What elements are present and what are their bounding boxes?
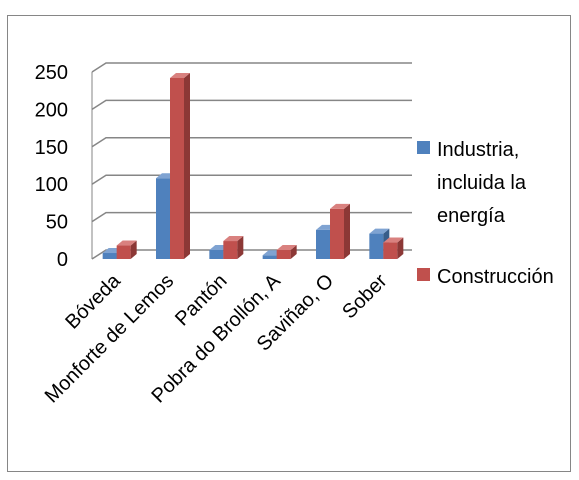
y-tick-label: 250: [35, 62, 68, 84]
legend-label: Industria,: [437, 139, 519, 161]
gridline: [91, 211, 412, 223]
y-axis-ticks: 0 50 100 150 200 250: [35, 62, 68, 271]
bar-top: [383, 237, 404, 243]
y-tick-label: 0: [57, 249, 68, 271]
bar: [116, 240, 137, 259]
bar-top: [330, 203, 350, 209]
bar: [223, 236, 244, 259]
bar-top: [170, 72, 190, 78]
bar-front: [116, 245, 131, 259]
bar-side: [184, 72, 190, 259]
gridlines: [91, 62, 412, 260]
bar-side: [290, 245, 297, 259]
bar-top: [116, 240, 137, 246]
bar-side: [397, 237, 404, 259]
bar: [170, 72, 190, 259]
legend-label: incluida la: [437, 172, 527, 194]
bar-front: [156, 178, 170, 259]
chart-border: [7, 15, 571, 472]
legend-label: energía: [437, 205, 506, 227]
bar-top: [369, 228, 390, 234]
y-tick-label: 150: [35, 137, 68, 159]
bar: [383, 237, 404, 259]
y-tick-label: 200: [35, 99, 68, 121]
bar-front: [276, 250, 291, 259]
bar-front: [316, 229, 330, 259]
y-tick-label: 50: [46, 212, 68, 234]
legend-swatch: [417, 268, 430, 281]
bar: [330, 203, 350, 259]
bar-top: [223, 236, 244, 242]
bar-side: [344, 203, 350, 259]
bar-front: [330, 208, 344, 259]
bar: [276, 245, 297, 259]
y-tick-label: 100: [35, 174, 68, 196]
bar-front: [262, 255, 277, 259]
legend-label: Construcción: [437, 266, 554, 288]
bars: [102, 72, 404, 259]
bar-front: [223, 241, 238, 259]
gridline: [91, 137, 412, 148]
bar-top: [276, 245, 297, 251]
legend-swatch: [417, 141, 430, 154]
gridline: [91, 249, 412, 260]
bar-front: [209, 250, 224, 259]
bar-front: [383, 242, 398, 259]
gridline: [91, 62, 412, 73]
bar-front: [102, 253, 117, 259]
bar-side: [237, 236, 244, 259]
bar-front: [369, 233, 384, 259]
bar-front: [170, 77, 184, 259]
gridline: [91, 174, 412, 185]
legend: Industria, incluida la energía Construcción: [417, 139, 554, 288]
bar-side: [130, 240, 137, 259]
gridline: [91, 99, 412, 111]
